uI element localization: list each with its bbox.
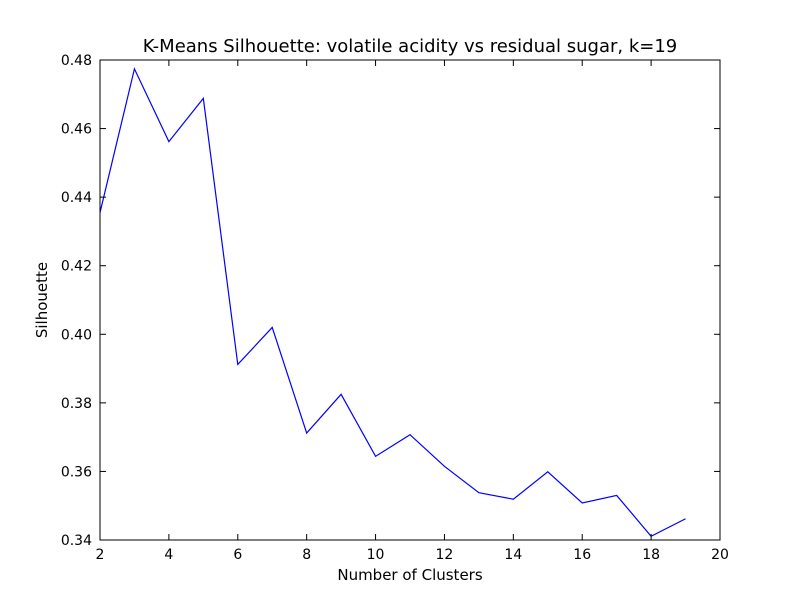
x-tick-label: 12 — [436, 547, 454, 563]
x-tick-label: 8 — [302, 547, 311, 563]
x-tick-label: 10 — [367, 547, 385, 563]
y-tick-label: 0.34 — [61, 533, 92, 549]
x-axis-label: Number of Clusters — [337, 566, 482, 584]
y-tick-label: 0.36 — [61, 464, 92, 480]
y-tick-label: 0.38 — [61, 396, 92, 412]
chart-title: K-Means Silhouette: volatile acidity vs … — [143, 36, 678, 57]
y-tick-label: 0.42 — [61, 259, 92, 275]
x-tick-label: 18 — [642, 547, 660, 563]
y-tick-label: 0.48 — [61, 53, 92, 69]
y-tick-label: 0.44 — [61, 190, 92, 206]
x-tick-label: 2 — [96, 547, 105, 563]
y-tick-label: 0.40 — [61, 327, 92, 343]
x-tick-label: 16 — [573, 547, 591, 563]
x-tick-label: 4 — [164, 547, 173, 563]
x-axis: 2 4 6 8 10 12 14 16 18 20 — [96, 60, 729, 563]
y-tick-label: 0.46 — [61, 122, 92, 138]
y-axis-label: Silhouette — [33, 262, 51, 338]
plot-frame — [99, 59, 721, 541]
x-tick-label: 6 — [233, 547, 242, 563]
plot-area — [99, 67, 686, 537]
x-tick-label: 20 — [711, 547, 729, 563]
x-tick-label: 14 — [504, 547, 522, 563]
y-axis: 0.34 0.36 0.38 0.40 0.42 0.44 0.46 0.48 — [61, 53, 720, 549]
series-line — [99, 67, 686, 537]
